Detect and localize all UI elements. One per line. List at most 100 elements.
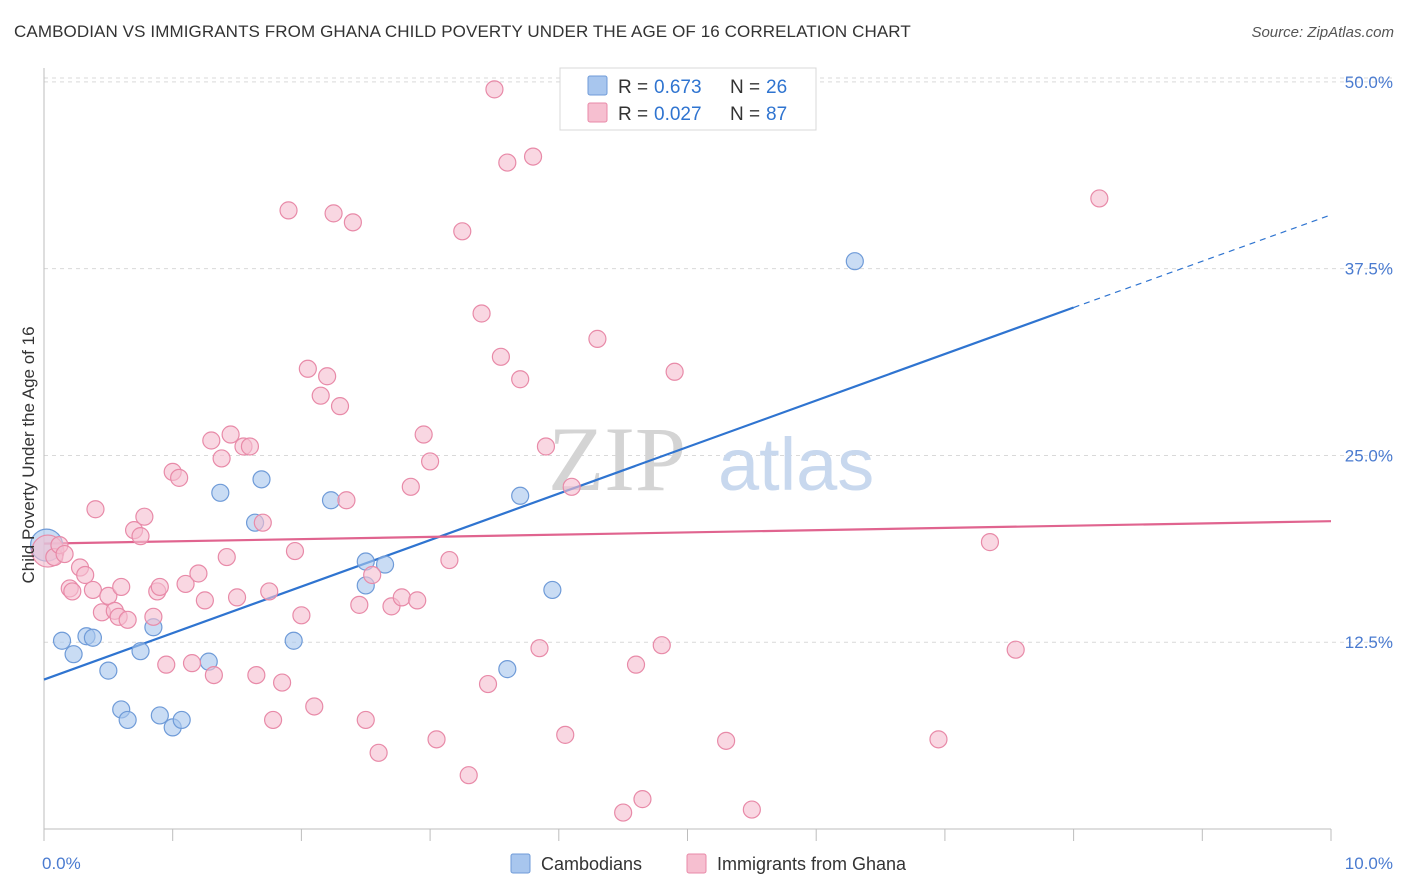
cambodian-point-18 bbox=[321, 491, 341, 510]
bottom-legend: Cambodians Immigrants from Ghana bbox=[510, 853, 907, 874]
ghana-point-25 bbox=[176, 574, 195, 594]
cambodian-trend-extension bbox=[1073, 214, 1332, 309]
y-tick-label-0: 12.5% bbox=[1345, 633, 1393, 652]
legend-r-value-1: 0.673 bbox=[654, 77, 702, 98]
ghana-point-45 bbox=[298, 359, 317, 378]
ghana-point-80 bbox=[626, 655, 646, 674]
cambodian-point-12 bbox=[172, 710, 191, 730]
ghana-point-21 bbox=[150, 577, 169, 597]
ghana-point-11 bbox=[99, 586, 118, 606]
bottom-legend-label-ghana: Immigrants from Ghana bbox=[717, 854, 907, 874]
ghana-point-50 bbox=[330, 397, 350, 416]
y-axis-label: Child Poverty Under the Age of 16 bbox=[19, 326, 38, 583]
ghana-point-81 bbox=[633, 790, 652, 809]
ghana-point-18 bbox=[135, 507, 154, 526]
ghana-point-39 bbox=[260, 582, 279, 601]
x-tick-label-max: 10.0% bbox=[1345, 854, 1393, 873]
ghana-point-66 bbox=[459, 766, 478, 785]
ghana-point-3 bbox=[55, 544, 74, 564]
ghana-point-86 bbox=[929, 730, 948, 749]
cambodian-point-17 bbox=[284, 631, 303, 650]
ghana-point-71 bbox=[498, 153, 517, 172]
watermark-atlas: atlas bbox=[718, 423, 874, 506]
ghana-point-62 bbox=[421, 452, 440, 471]
ghana-point-70 bbox=[491, 347, 510, 366]
legend-r-label-2: R = bbox=[618, 104, 648, 125]
y-tick-label-1: 25.0% bbox=[1345, 446, 1393, 465]
ghana-point-43 bbox=[285, 541, 305, 561]
ghana-point-47 bbox=[311, 386, 330, 405]
ghana-point-26 bbox=[182, 654, 202, 673]
bottom-legend-label-cambodians: Cambodians bbox=[541, 854, 642, 874]
ghana-point-68 bbox=[478, 674, 498, 694]
ghana-point-55 bbox=[363, 565, 382, 585]
cambodian-point-4 bbox=[83, 628, 103, 647]
ghana-point-85 bbox=[742, 800, 761, 819]
y-tick-label-2: 37.5% bbox=[1345, 260, 1393, 279]
ghana-point-56 bbox=[369, 743, 388, 762]
cambodian-point-10 bbox=[150, 706, 169, 725]
cambodian-point-14 bbox=[211, 483, 230, 502]
cambodian-point-25 bbox=[845, 252, 864, 271]
ghana-point-22 bbox=[157, 655, 176, 674]
ghana-point-69 bbox=[485, 80, 504, 99]
trend-layer bbox=[43, 214, 1332, 681]
cambodian-point-1 bbox=[52, 631, 72, 650]
legend-r-value-2: 0.027 bbox=[654, 104, 702, 125]
cambodian-trend-line bbox=[43, 306, 1074, 681]
ghana-point-29 bbox=[202, 431, 221, 450]
legend-swatch-blue bbox=[587, 75, 608, 96]
ghana-point-9 bbox=[86, 500, 105, 519]
ghana-point-73 bbox=[523, 147, 543, 166]
ghana-point-88 bbox=[1006, 640, 1025, 659]
cambodian-point-23 bbox=[511, 486, 530, 505]
ghana-point-65 bbox=[453, 222, 472, 241]
ghana-point-34 bbox=[227, 588, 247, 607]
ghana-point-54 bbox=[356, 710, 375, 730]
ghana-point-30 bbox=[204, 665, 223, 685]
cambodian-point-24 bbox=[543, 580, 562, 600]
cambodian-point-22 bbox=[498, 660, 517, 679]
cambodian-point-7 bbox=[118, 710, 137, 730]
ghana-point-27 bbox=[189, 564, 208, 583]
x-tick-label-min: 0.0% bbox=[42, 854, 81, 873]
cambodian-point-5 bbox=[99, 661, 118, 680]
ghana-point-51 bbox=[337, 491, 356, 510]
ghana-point-41 bbox=[272, 673, 292, 692]
legend-swatch-pink bbox=[587, 102, 608, 123]
ghana-point-83 bbox=[665, 362, 684, 381]
ghana-point-58 bbox=[392, 588, 411, 607]
cambodian-point-8 bbox=[131, 642, 150, 661]
y-tick-label-3: 50.0% bbox=[1345, 73, 1393, 92]
ghana-point-53 bbox=[350, 595, 369, 614]
ghana-point-42 bbox=[279, 201, 298, 220]
bottom-legend-swatch-ghana bbox=[686, 853, 707, 874]
cambodian-point-2 bbox=[64, 645, 83, 664]
ghana-point-17 bbox=[131, 527, 150, 546]
ghana-point-82 bbox=[652, 636, 671, 655]
legend-r-label-1: R = bbox=[618, 77, 648, 98]
legend-n-value-2: 87 bbox=[766, 104, 787, 125]
ghana-point-31 bbox=[212, 449, 231, 468]
ghana-point-48 bbox=[318, 367, 337, 386]
ghana-point-33 bbox=[221, 425, 240, 444]
ghana-point-37 bbox=[247, 665, 266, 685]
ghana-point-64 bbox=[440, 550, 459, 570]
ghana-point-15 bbox=[118, 610, 137, 629]
ghana-point-5 bbox=[63, 582, 82, 601]
points-layer bbox=[29, 80, 1109, 822]
ghana-point-8 bbox=[83, 580, 103, 600]
ghana-point-60 bbox=[408, 591, 427, 610]
ghana-point-36 bbox=[240, 437, 260, 456]
ghana-point-59 bbox=[401, 477, 420, 496]
ghana-point-67 bbox=[472, 304, 491, 323]
legend-n-label-1: N = bbox=[730, 77, 760, 98]
legend: R = 0.673 N = 26 R = 0.027 N = 87 bbox=[559, 67, 817, 131]
ghana-point-89 bbox=[1090, 189, 1109, 208]
ghana-point-14 bbox=[112, 577, 131, 597]
ghana-point-38 bbox=[253, 513, 272, 532]
ghana-point-87 bbox=[980, 533, 1000, 552]
ghana-point-49 bbox=[324, 204, 343, 223]
